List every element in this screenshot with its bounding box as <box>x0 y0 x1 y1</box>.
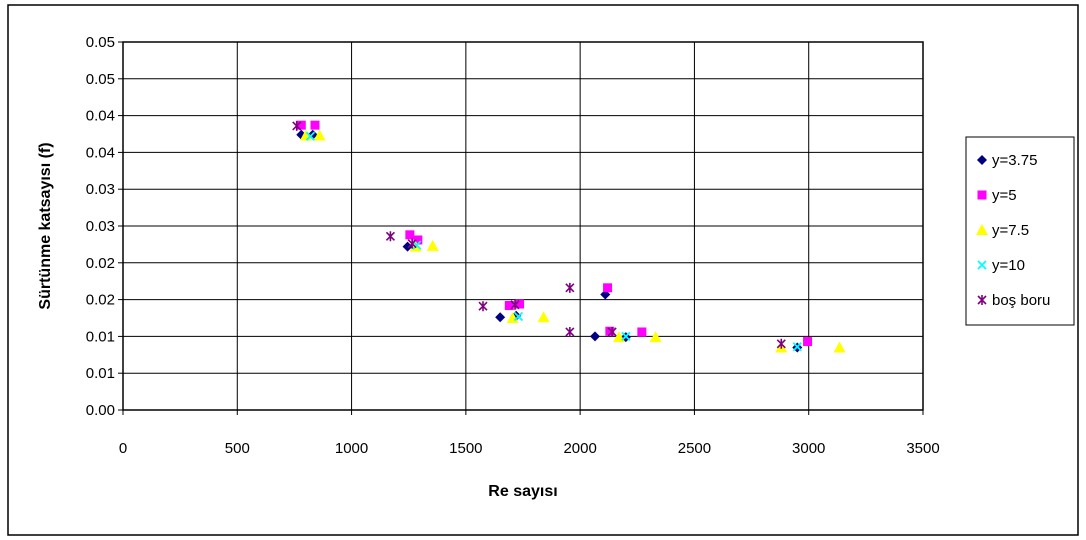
data-point <box>313 129 326 141</box>
x-tick-label: 500 <box>225 440 250 457</box>
y-tick-label: 0.05 <box>86 34 115 51</box>
data-point <box>607 326 617 337</box>
chart-outer-border <box>7 4 1079 536</box>
data-point <box>405 230 415 240</box>
legend-label: boş boru <box>992 292 1050 309</box>
legend-label: y=3.75 <box>992 152 1037 169</box>
legend-marker <box>976 224 988 235</box>
y-tick-label: 0.00 <box>86 402 115 419</box>
y-axis-ticks: 0.00 0.01 0.01 0.02 0.02 0.03 0.03 0.04 0.04 0.05… <box>86 34 123 419</box>
data-point <box>402 241 413 252</box>
data-point <box>407 238 417 249</box>
data-point <box>310 120 320 130</box>
x-tick-label: 1000 <box>335 440 368 457</box>
y-tick-label: 0.05 <box>86 71 115 88</box>
data-point <box>385 231 395 242</box>
data-point <box>792 342 802 352</box>
data-point <box>513 311 524 322</box>
legend-marker <box>977 295 987 305</box>
data-point <box>803 337 813 347</box>
y-tick-label: 0.02 <box>86 255 115 272</box>
y-tick-label: 0.04 <box>86 144 115 161</box>
data-markers <box>292 120 846 353</box>
y-tick-label: 0.04 <box>86 108 115 125</box>
data-point <box>565 326 575 337</box>
x-tick-label: 0 <box>119 440 127 457</box>
x-tick-label: 1500 <box>449 440 482 457</box>
data-point <box>478 301 488 312</box>
data-point <box>296 120 306 130</box>
y-axis-title: Sürtünme katsayısı (f) <box>37 142 54 309</box>
data-point <box>621 331 631 342</box>
data-point <box>605 326 615 336</box>
data-point <box>637 327 647 337</box>
series-5 <box>292 120 786 349</box>
legend-marker <box>977 260 987 270</box>
data-point <box>305 131 316 141</box>
x-axis-title: Re sayısı <box>488 483 557 500</box>
data-point <box>603 283 613 293</box>
data-point <box>495 312 506 323</box>
data-point <box>776 338 786 349</box>
legend-label: y=10 <box>992 257 1025 274</box>
data-point <box>590 331 600 342</box>
data-point <box>292 120 302 131</box>
legend-label: y=7.5 <box>992 222 1029 239</box>
data-point <box>565 282 575 293</box>
legend-label: y=5 <box>992 187 1017 204</box>
data-point <box>426 239 439 251</box>
data-point <box>515 299 525 309</box>
data-point <box>833 341 846 353</box>
series-2 <box>296 120 813 347</box>
data-point <box>413 235 423 245</box>
x-tick-label: 2500 <box>678 440 711 457</box>
y-tick-label: 0.01 <box>86 365 115 382</box>
y-tick-label: 0.03 <box>86 218 115 235</box>
data-point <box>504 300 514 310</box>
x-tick-label: 2000 <box>563 440 596 457</box>
legend: y=3.75 y=5 y=7.5 y=10 boş boru <box>965 136 1075 326</box>
data-point <box>649 331 662 343</box>
x-tick-label: 3000 <box>792 440 825 457</box>
x-axis-ticks: 0 500 1000 1500 2000 2500 3000 3500 <box>119 410 940 457</box>
y-tick-label: 0.01 <box>86 328 115 345</box>
data-point <box>510 299 520 310</box>
y-tick-label: 0.02 <box>86 292 115 309</box>
x-tick-label: 3500 <box>906 440 939 457</box>
legend-marker <box>977 190 987 200</box>
data-point <box>537 311 550 323</box>
legend-marker <box>977 155 987 165</box>
y-tick-label: 0.03 <box>86 181 115 198</box>
